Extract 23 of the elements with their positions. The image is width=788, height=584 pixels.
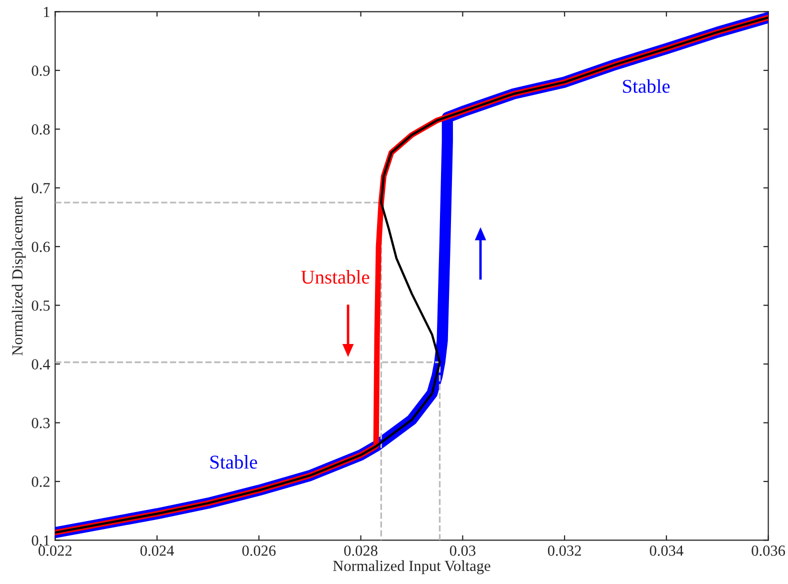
annotation: Stable [210, 455, 258, 469]
y-tick-label: 0.4 [32, 359, 50, 370]
y-tick-label: 0.9 [32, 66, 50, 76]
annotation: Unstable [301, 270, 370, 284]
x-tick-label: 0.032 [548, 546, 581, 556]
x-tick-label: 0.036 [752, 546, 786, 556]
x-tick-label: 0.028 [344, 546, 378, 556]
y-tick-label: 1 [44, 6, 50, 17]
x-tick-label: 0.024 [140, 546, 174, 556]
y-tick-label: 0.7 [32, 182, 50, 194]
x-tick-label: 0.026 [242, 546, 276, 556]
y-axis-title: Normalized Displacement [12, 196, 26, 356]
y-tick-label: 0.8 [32, 124, 50, 135]
x-tick-label: 0.022 [38, 546, 72, 556]
y-tick-label: 0.5 [32, 300, 50, 311]
y-tick-label: 0.3 [32, 418, 50, 428]
x-axis-title: Normalized Input Voltage [333, 560, 490, 574]
x-tick-label: 0.03 [450, 546, 476, 556]
annotation: Stable [623, 79, 670, 93]
x-tick-label: 0.034 [650, 546, 684, 556]
y-tick-label: 0.1 [32, 535, 50, 546]
y-tick-label: 0.6 [32, 242, 50, 252]
y-tick-label: 0.2 [32, 476, 50, 487]
